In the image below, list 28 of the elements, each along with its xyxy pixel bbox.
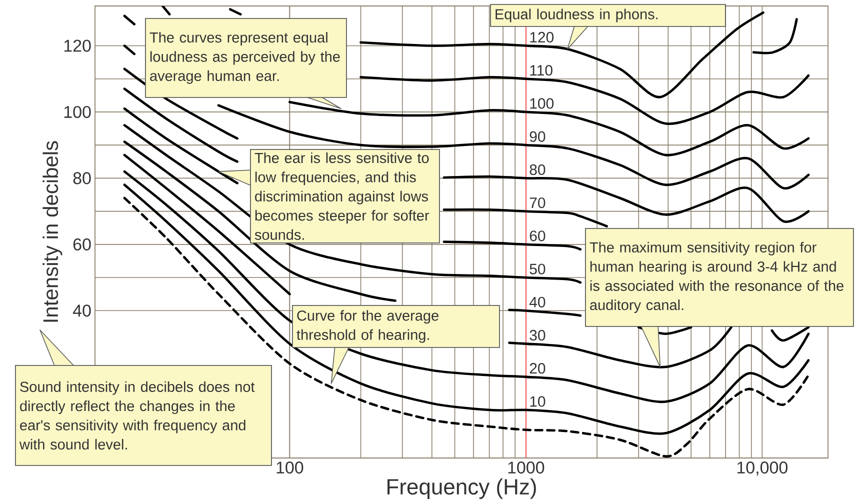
series-label: 40 [529, 296, 546, 308]
series-label: 60 [530, 230, 546, 242]
series-label: 20 [530, 363, 546, 374]
x-tick-label: 1000 [508, 462, 544, 474]
y-tick-label: 80 [73, 172, 91, 184]
series-label: 50 [530, 264, 546, 274]
series-label: 110 [530, 65, 552, 76]
series-label: 120 [530, 32, 554, 43]
annotation: The curves represent equal loudness as perceived by the average human ear. [150, 32, 340, 84]
x-tick-label: 10,000 [737, 462, 788, 476]
annotation: The ear is less sensitive to low frequencies, and this discrimination against lows becomes steeper for softer sounds. [254, 152, 430, 240]
x-axis-title: Frequency (Hz) [388, 478, 536, 499]
y-axis-title: Intensity in decibels [42, 141, 62, 322]
annotation: The maximum sensitivity region for human hearing is around 3-4 kHz and is associated with the resonance of the auditory canal. [590, 242, 844, 314]
series-label: 70 [530, 197, 546, 208]
series-label: 100 [530, 98, 554, 109]
series-label: 90 [530, 131, 546, 142]
series-label: 80 [530, 164, 546, 175]
y-tick-label: 40 [72, 304, 91, 317]
series-label: 30 [530, 330, 546, 341]
annotation: Curve for the average threshold of hearing. [296, 310, 438, 343]
y-tick-label: 60 [73, 238, 91, 250]
annotation: Sound intensity in decibels does not directly reflect the changes in the ear's sensitivity with frequency and with sound level. [19, 381, 255, 450]
x-tick-label: 100 [276, 462, 304, 474]
y-tick-label: 100 [64, 106, 91, 118]
annotation: Equal loudness in phons. [496, 8, 658, 22]
y-tick-label: 120 [64, 40, 91, 52]
series-label: 10 [530, 396, 546, 407]
